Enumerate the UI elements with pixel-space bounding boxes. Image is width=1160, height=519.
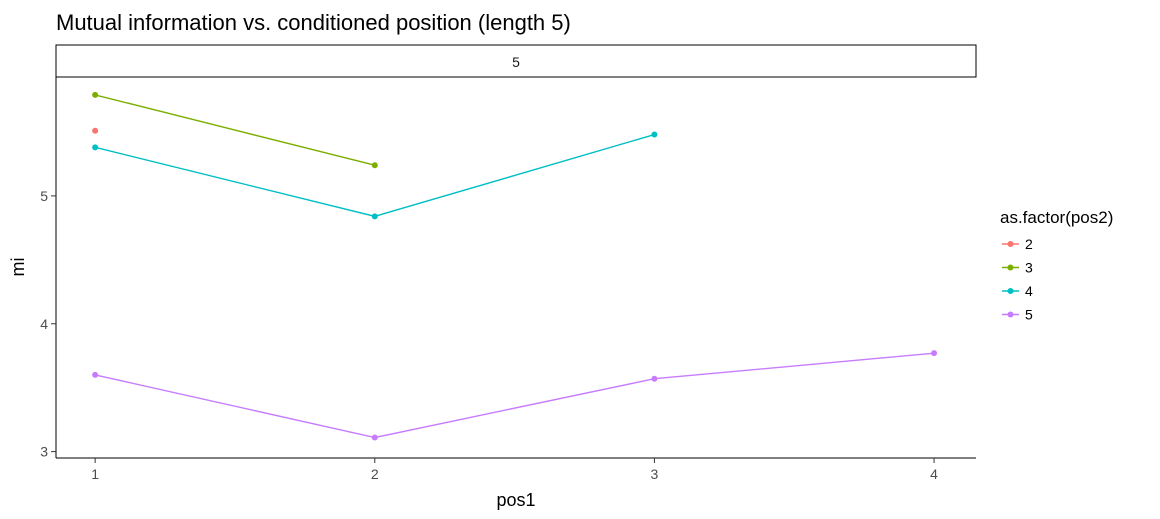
x-tick-label: 3 bbox=[651, 466, 659, 482]
legend-title: as.factor(pos2) bbox=[1000, 208, 1113, 227]
legend-key-3 bbox=[1002, 264, 1019, 271]
chart-title: Mutual information vs. conditioned posit… bbox=[56, 10, 571, 35]
legend-key-point bbox=[1007, 288, 1014, 294]
facet-strip bbox=[55, 44, 977, 78]
data-point-2 bbox=[92, 127, 99, 134]
y-tick-label: 4 bbox=[40, 316, 48, 332]
plot-area: 1 2 3 4 3 4 5 bbox=[40, 77, 976, 482]
data-point-5 bbox=[371, 434, 378, 441]
data-point-5 bbox=[92, 371, 99, 378]
y-tick-label: 3 bbox=[40, 444, 48, 460]
series-line-5 bbox=[94, 352, 935, 439]
data-point-3 bbox=[371, 162, 378, 169]
legend: as.factor(pos2) 2 3 4 5 bbox=[1000, 208, 1113, 323]
x-axis-title: pos1 bbox=[496, 490, 535, 510]
x-tick-label: 2 bbox=[371, 466, 379, 482]
data-point-4 bbox=[92, 144, 99, 151]
legend-label-3: 3 bbox=[1025, 260, 1033, 276]
legend-key-4 bbox=[1002, 288, 1019, 294]
x-tick-label: 4 bbox=[930, 466, 938, 482]
legend-label-2: 2 bbox=[1025, 236, 1033, 252]
data-point-5 bbox=[651, 375, 658, 382]
legend-label-4: 4 bbox=[1025, 283, 1033, 299]
y-tick-label: 5 bbox=[40, 188, 48, 204]
legend-key-point bbox=[1007, 311, 1014, 318]
y-axis-title: mi bbox=[8, 258, 28, 277]
legend-key-5 bbox=[1002, 311, 1019, 318]
series-line-3 bbox=[94, 94, 375, 166]
data-point-3 bbox=[92, 91, 99, 98]
x-tick-label: 1 bbox=[91, 466, 99, 482]
series-line-4 bbox=[94, 133, 655, 218]
facet-strip-label: 5 bbox=[512, 54, 520, 70]
data-point-5 bbox=[931, 350, 938, 357]
legend-key-point bbox=[1007, 264, 1014, 271]
legend-label-5: 5 bbox=[1025, 307, 1033, 323]
data-point-4 bbox=[651, 131, 658, 138]
legend-key-2 bbox=[1002, 241, 1019, 247]
data-point-4 bbox=[371, 213, 378, 220]
legend-key-point bbox=[1007, 241, 1014, 247]
